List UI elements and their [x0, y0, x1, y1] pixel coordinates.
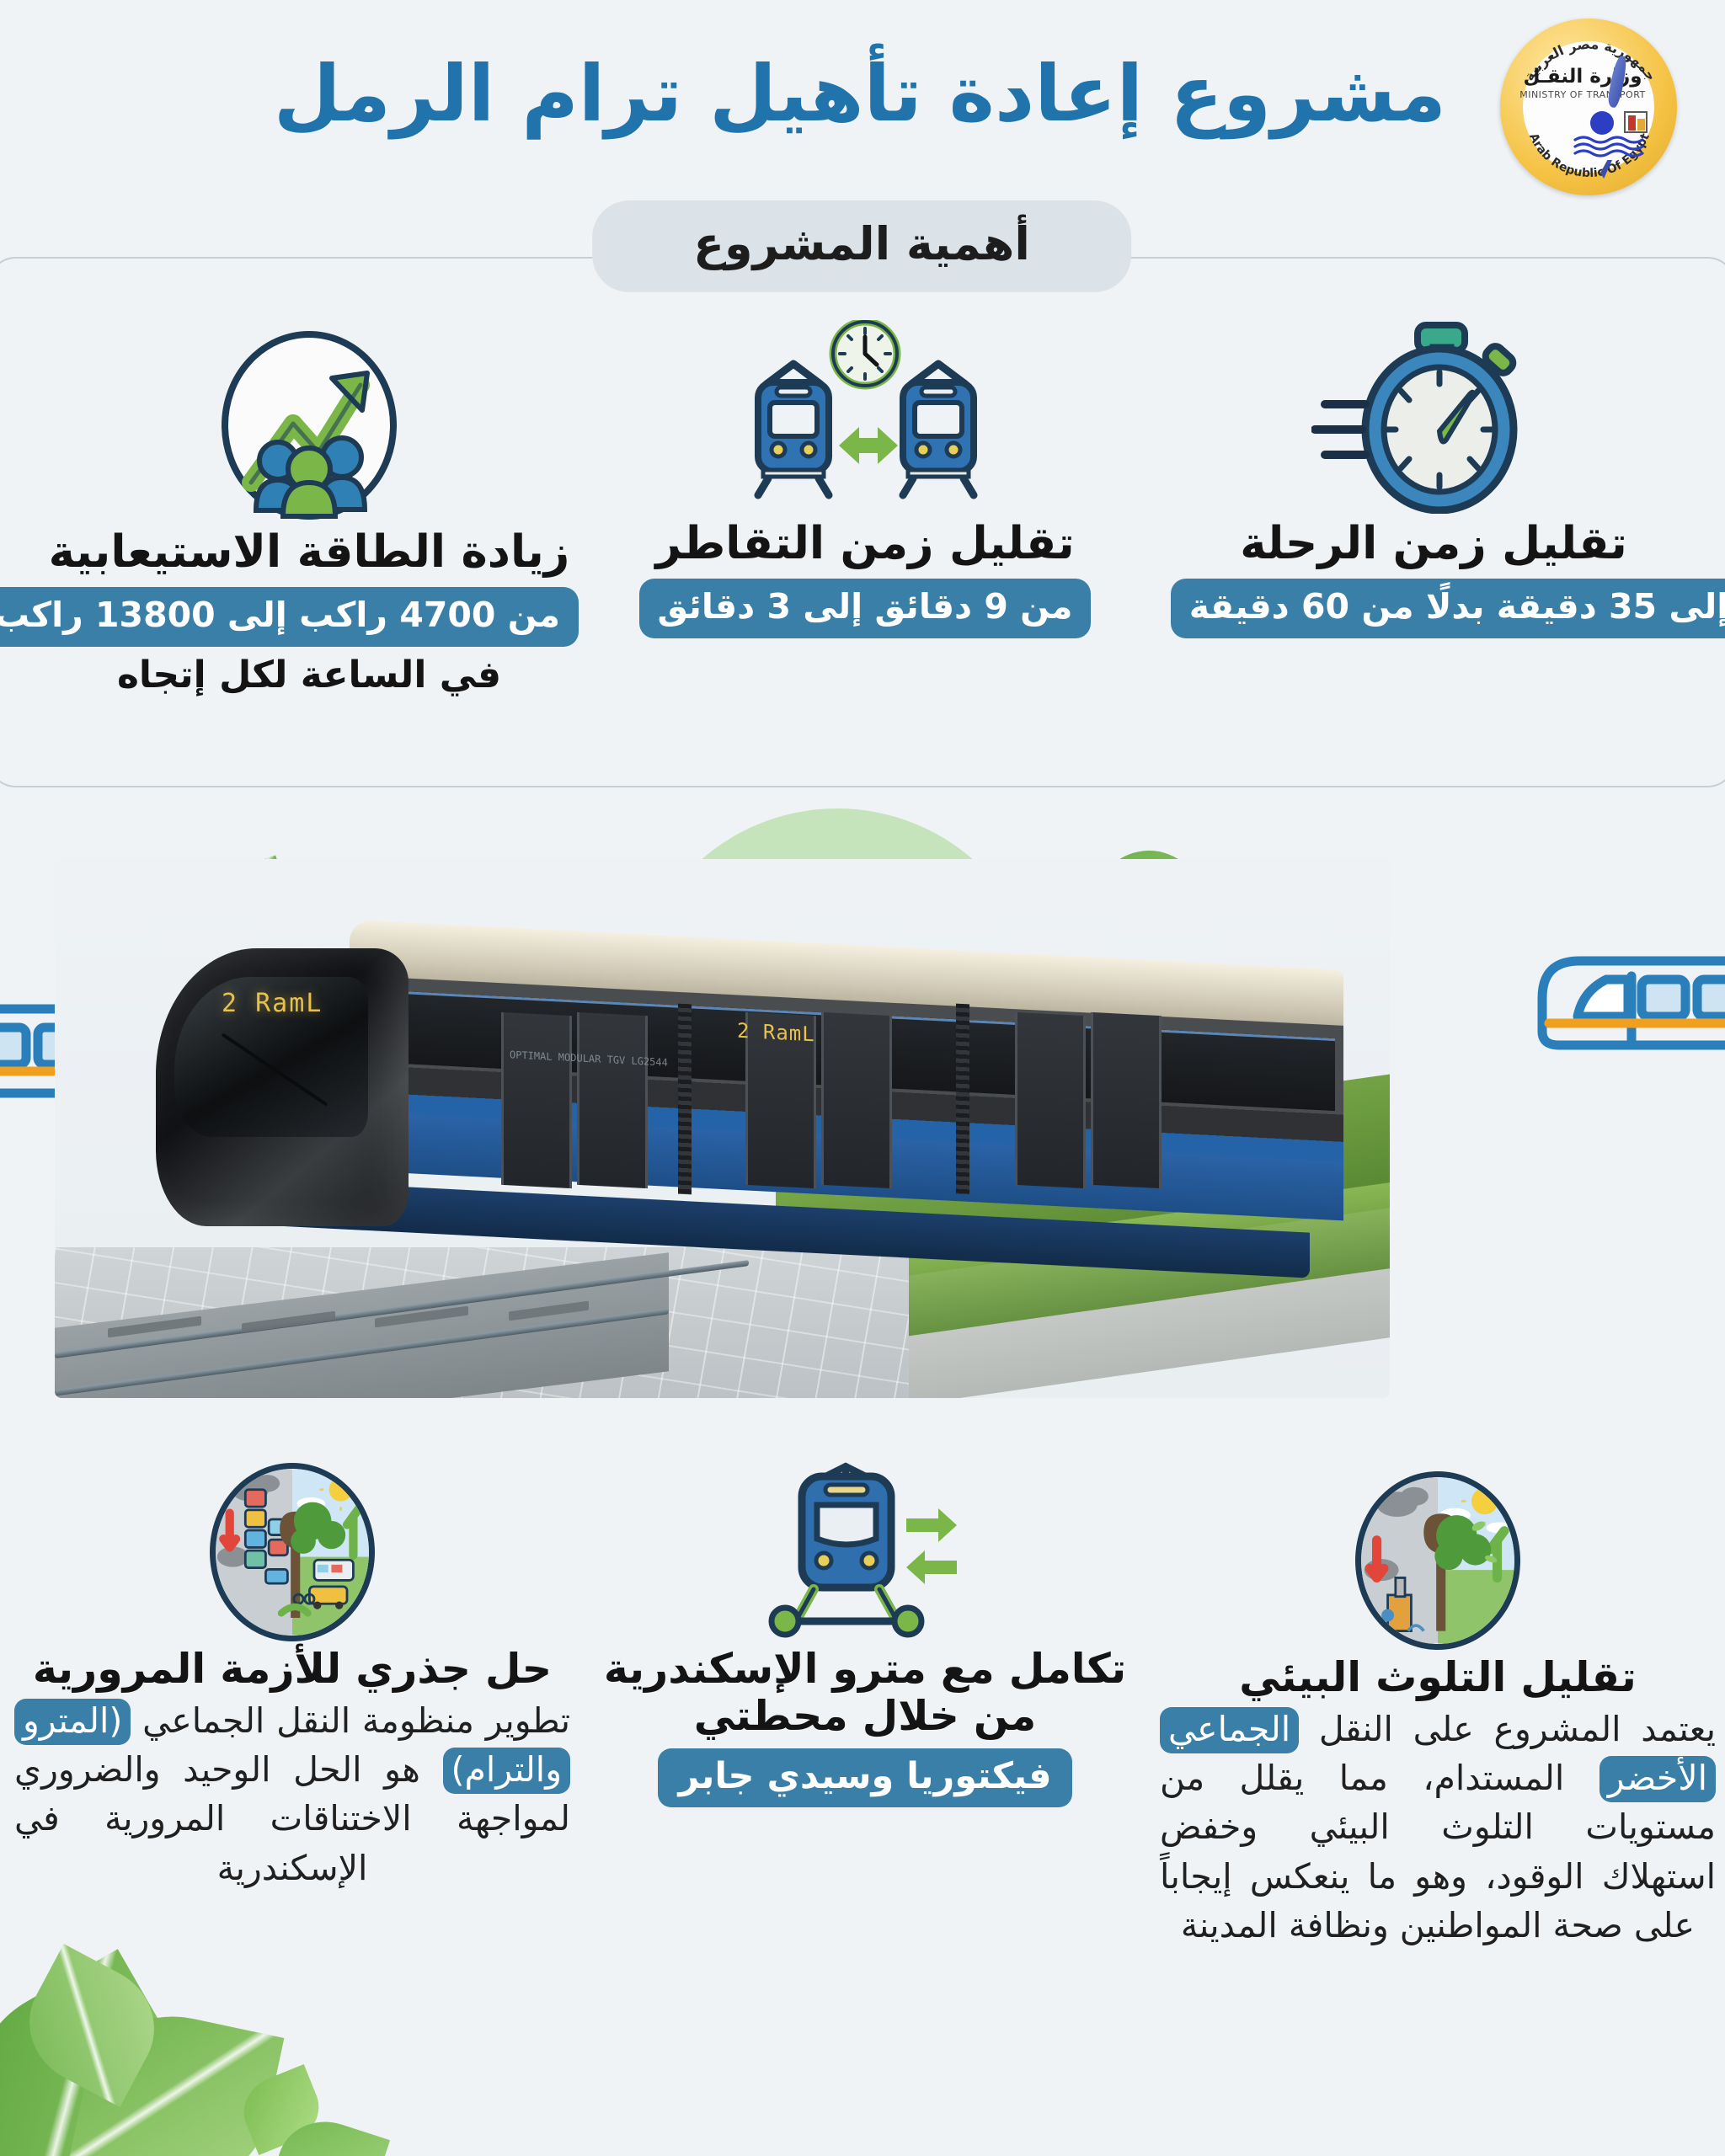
- traffic-vs-green-icon: [15, 1461, 571, 1642]
- feature-stat-pill: من 9 دقائق إلى 3 دقائق: [639, 579, 1092, 639]
- tram-door: [1092, 1011, 1162, 1189]
- feature-body-part: هو الحل الوحيد والضروري لمواجهة الاختناق…: [15, 1749, 571, 1888]
- logo-ministry-label-en: MINISTRY OF TRANSPORT: [1520, 89, 1647, 100]
- feature-body-part: المستدام، مما يقلل من مستويات التلوث الب…: [1161, 1758, 1717, 1945]
- logo-blue-dot: [1591, 111, 1615, 135]
- page-title: مشروع إعادة تأهيل ترام الرمل: [274, 49, 1448, 139]
- feature-stat-pill: فيكتوريا وسيدي جابر: [659, 1748, 1073, 1807]
- feature-title: تقليل زمن التقاطر: [656, 518, 1076, 569]
- pollution-vs-green-icon: [1161, 1470, 1717, 1651]
- top-feature-row: زيادة الطاقة الاستيعابية من 4700 راكب إل…: [0, 320, 1725, 792]
- growth-people-icon: [40, 328, 579, 522]
- water-waves-icon: [1574, 135, 1655, 158]
- section-title-pill: أهمية المشروع: [593, 200, 1132, 292]
- feature-card-metro-integration: تكامل مع مترو الإسكندرية من خلال محطتي ف…: [588, 1461, 1144, 1807]
- feature-title: زيادة الطاقة الاستيعابية: [49, 526, 571, 578]
- decorative-leaf-bottom-left-4: [234, 2064, 330, 2155]
- tram-door: [578, 1011, 649, 1189]
- bottom-feature-row: تقليل التلوث البيئي يعتمد المشروع على ال…: [0, 1461, 1725, 2051]
- tram-door: [822, 1011, 893, 1189]
- feature-title: تقليل التلوث البيئي: [1240, 1653, 1637, 1701]
- feature-card-capacity: زيادة الطاقة الاستيعابية من 4700 راكب إل…: [0, 328, 579, 697]
- tram-articulation-joint: [679, 1003, 692, 1195]
- tram-vehicle: 2 RamL 2 RamL OPTIMAL MODULAR TGV LG2544: [157, 920, 1344, 1278]
- tram-headsign-front: 2 RamL: [222, 989, 324, 1018]
- feature-card-traffic: حل جذري للأزمة المرورية تطوير منظومة الن…: [15, 1461, 571, 1892]
- feature-title: حل جذري للأزمة المرورية: [33, 1645, 553, 1693]
- tram-articulation-joint: [957, 1003, 970, 1195]
- feature-body: يعتمد المشروع على النقل الجماعي الأخضر ا…: [1161, 1705, 1717, 1950]
- tram-photo: 2 RamL 2 RamL OPTIMAL MODULAR TGV LG2544: [56, 859, 1391, 1398]
- logo-arc-text: جمهورية مصر العربية Arab Republic Of Egy…: [1501, 19, 1678, 195]
- feature-card-headway: تقليل زمن التقاطر من 9 دقائق إلى 3 دقائق: [588, 320, 1144, 639]
- feature-title: تكامل مع مترو الإسكندرية من خلال محطتي: [604, 1645, 1128, 1740]
- ministry-of-transport-logo: جمهورية مصر العربية Arab Republic Of Egy…: [1483, 19, 1696, 197]
- stopwatch-icon: [1152, 320, 1717, 514]
- feature-body-part: يعتمد المشروع على النقل: [1300, 1708, 1717, 1749]
- header: مشروع إعادة تأهيل ترام الرمل جمهورية مصر…: [0, 0, 1725, 211]
- tram-door: [502, 1011, 573, 1189]
- tram-line-art-icon: [1531, 946, 1725, 1055]
- feature-card-pollution: تقليل التلوث البيئي يعتمد المشروع على ال…: [1161, 1470, 1717, 1950]
- tram-photo-stage: 2 RamL 2 RamL OPTIMAL MODULAR TGV LG2544: [0, 804, 1725, 1444]
- freight-container-icon: [1625, 111, 1648, 133]
- logo-ministry-label-ar: وزارة النقـل: [1524, 66, 1643, 88]
- two-trams-clock-icon: [588, 320, 1144, 514]
- tram-exchange-icon: [588, 1461, 1144, 1642]
- feature-body-part: تطوير منظومة النقل الجماعي: [131, 1700, 571, 1741]
- feature-body: تطوير منظومة النقل الجماعي (المترو والتر…: [15, 1696, 571, 1892]
- tram-headsign-side: 2 RamL: [738, 1018, 816, 1047]
- tram-windshield: [175, 977, 369, 1137]
- tram-door: [1016, 1011, 1087, 1189]
- decorative-leaf-bottom-left-5: [265, 2109, 392, 2156]
- feature-card-travel-time: تقليل زمن الرحلة إلى 35 دقيقة بدلًا من 6…: [1152, 320, 1725, 639]
- feature-title: تقليل زمن الرحلة: [1241, 518, 1628, 569]
- feature-note: في الساعة لكل إتجاه: [117, 654, 503, 697]
- feature-stat-pill: إلى 35 دقيقة بدلًا من 60 دقيقة: [1171, 579, 1725, 639]
- feature-stat-pill: من 4700 راكب إلى 13800 راكب: [0, 587, 579, 648]
